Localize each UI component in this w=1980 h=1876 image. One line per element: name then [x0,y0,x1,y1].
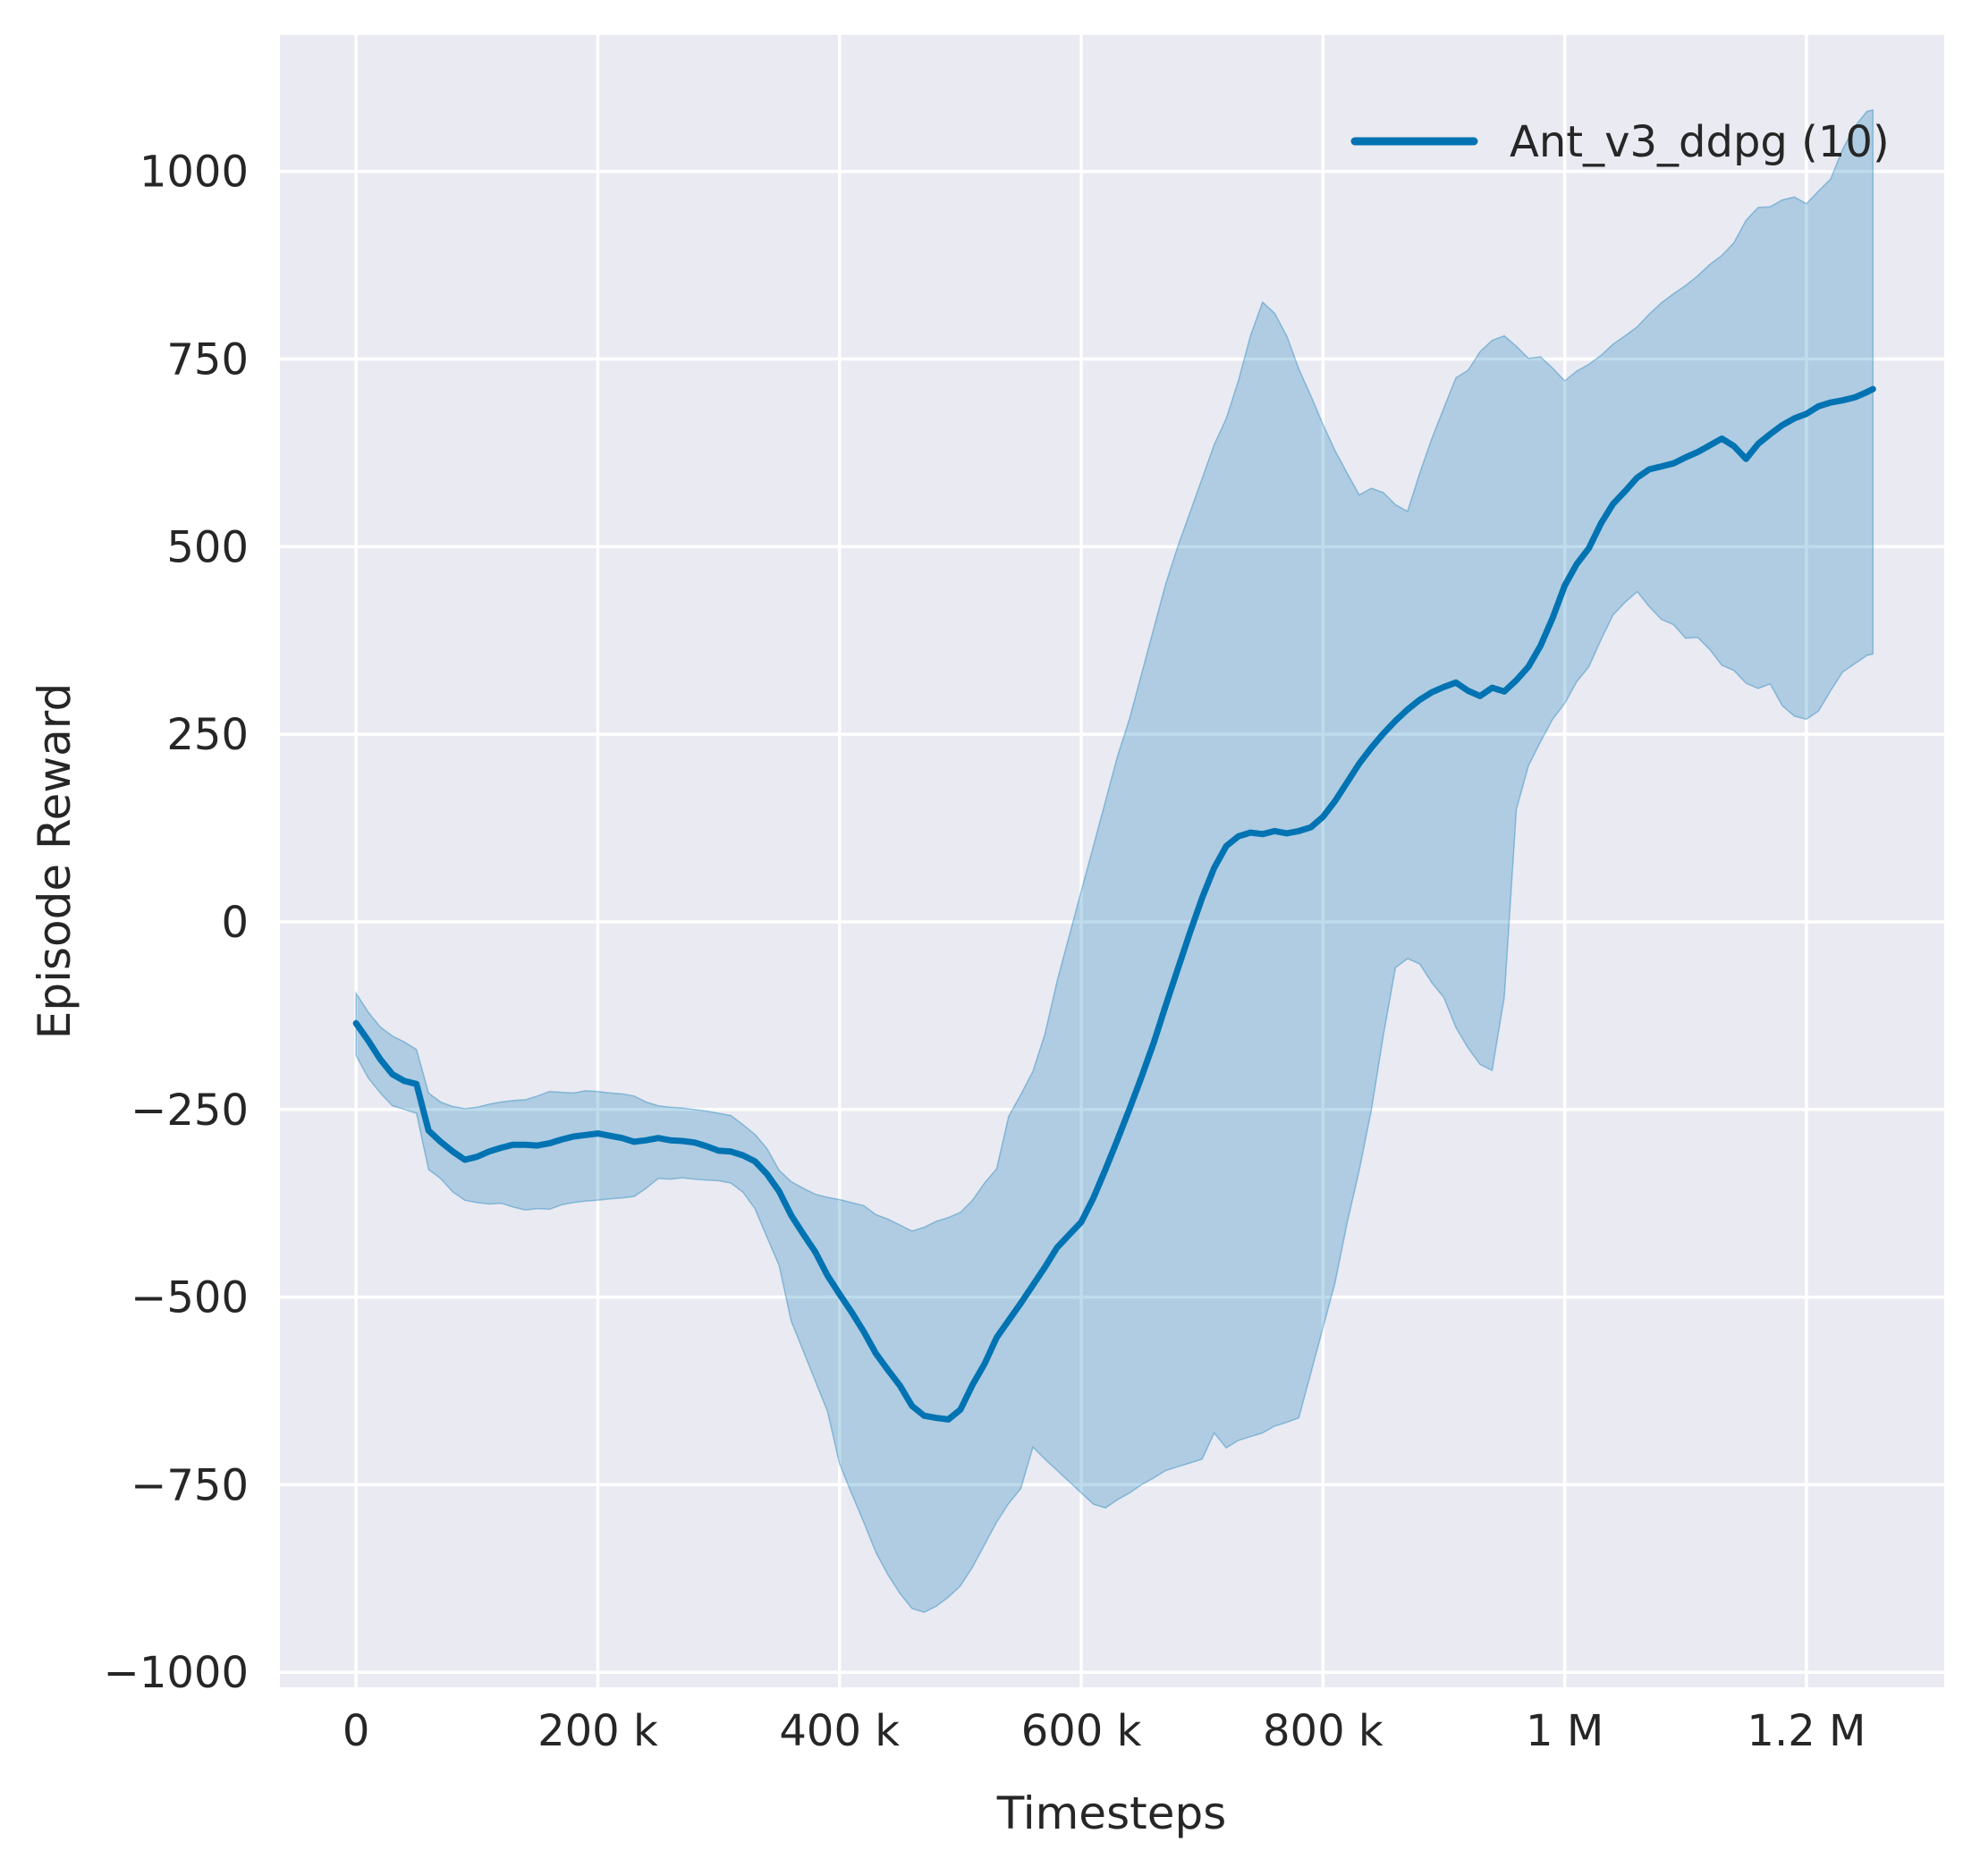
y-tick-label: −250 [131,1086,249,1136]
x-axis-label: Timesteps [996,1787,1227,1839]
x-tick-label: 200 k [537,1706,658,1756]
x-tick-label: 0 [343,1706,370,1756]
legend: Ant_v3_ddpg (10) [1350,117,1890,167]
x-tick-label: 1 M [1526,1706,1603,1756]
mean-line-path [352,385,1876,1423]
x-tick-label: 400 k [779,1706,900,1756]
x-tick-label: 800 k [1263,1706,1383,1756]
y-tick-label: 500 [166,522,249,572]
y-tick-label: −500 [131,1273,249,1323]
y-axis-label: Episode Reward [29,683,80,1039]
y-tick-label: −750 [131,1460,249,1510]
x-tick-label: 600 k [1021,1706,1142,1756]
mean-line [352,385,1876,1423]
confidence-band [355,108,1874,1613]
plot-background [280,35,1944,1687]
legend-label: Ant_v3_ddpg (10) [1510,117,1890,167]
y-tick-label: 750 [166,335,249,385]
x-tick-label: 1.2 M [1747,1706,1866,1756]
gridlines [280,35,1944,1687]
y-tick-label: 1000 [140,148,249,198]
confidence-band-area [355,108,1874,1613]
y-tick-label: 0 [221,898,249,948]
y-tick-labels: −1000 −750 −500 −250 0 250 500 750 1000 [104,148,249,1698]
y-tick-label: −1000 [104,1648,249,1698]
x-tick-labels: 0 200 k 400 k 600 k 800 k 1 M 1.2 M [343,1706,1866,1756]
y-tick-label: 250 [166,710,249,760]
